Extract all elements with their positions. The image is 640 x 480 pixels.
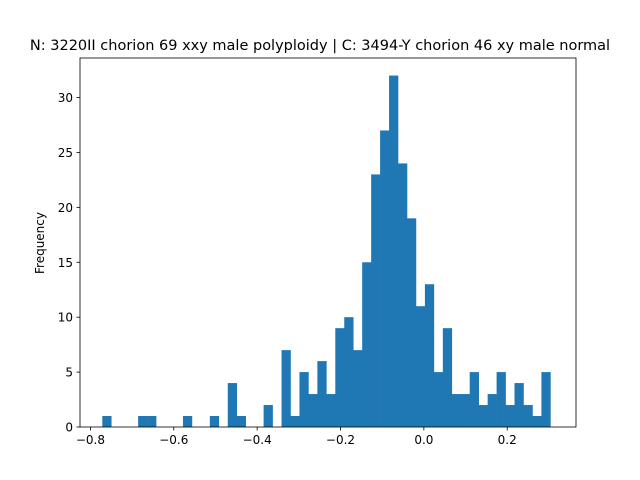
histogram-bar	[326, 394, 336, 427]
y-tick-label: 15	[58, 256, 73, 270]
histogram-bar	[478, 405, 488, 427]
histogram-bar	[263, 405, 273, 427]
histogram-bar	[469, 372, 479, 427]
histogram-bar	[353, 350, 363, 428]
histogram-bar	[415, 306, 426, 427]
histogram-bar	[433, 372, 444, 427]
plot-frame	[79, 57, 577, 428]
histogram-bar	[182, 416, 193, 427]
y-tick-label: 0	[65, 421, 73, 435]
y-tick-label: 25	[58, 146, 73, 160]
histogram-bar	[362, 262, 372, 427]
histogram-bar	[541, 372, 551, 427]
y-tick-label: 30	[58, 91, 73, 105]
histogram-bar	[442, 328, 453, 427]
x-tick-label: −0.8	[76, 433, 105, 447]
histogram-bar	[460, 394, 471, 427]
histogram-bar	[496, 372, 506, 427]
histogram-bar	[344, 317, 354, 427]
histogram-bar	[487, 394, 497, 427]
bars-group	[102, 75, 551, 428]
histogram-bar	[209, 416, 220, 427]
histogram-bar	[227, 383, 238, 427]
x-tick-label: −0.6	[159, 433, 188, 447]
histogram-bar	[406, 218, 417, 427]
y-tick-label: 5	[65, 366, 73, 380]
histogram-bar	[380, 130, 390, 428]
chart-title: N: 3220II chorion 69 xxy male polyploidy…	[30, 38, 610, 54]
y-axis-label: Frequency	[33, 212, 47, 274]
x-tick-label: 0.0	[414, 433, 433, 447]
histogram-bar	[281, 350, 291, 428]
histogram-bar	[317, 361, 327, 427]
histogram-bar	[335, 328, 345, 427]
histogram-bar	[138, 416, 148, 427]
histogram-bar	[523, 405, 533, 427]
histogram-bar	[236, 416, 246, 427]
histogram-bar	[371, 174, 381, 427]
histogram-bar	[505, 405, 515, 427]
histogram-bar	[389, 75, 399, 427]
histogram-bar	[299, 372, 309, 427]
histogram-bar	[532, 416, 542, 427]
histogram-bar	[451, 394, 462, 427]
y-tick-label: 20	[58, 201, 73, 215]
histogram-bar	[290, 416, 300, 427]
x-tick-label: −0.4	[243, 433, 272, 447]
histogram-bar	[102, 416, 112, 427]
histogram-bar	[147, 416, 157, 427]
histogram-bar	[424, 284, 435, 427]
y-tick-label: 10	[58, 311, 73, 325]
x-tick-label: −0.2	[326, 433, 355, 447]
histogram-bar	[514, 383, 524, 427]
histogram-bar	[398, 163, 408, 427]
x-tick-label: 0.2	[498, 433, 517, 447]
axes-group: −0.8 −0.6 −0.4 −0.2 0.0 0.2 0 5 10 15 20 25 30	[58, 57, 577, 447]
histogram-bar	[308, 394, 318, 427]
